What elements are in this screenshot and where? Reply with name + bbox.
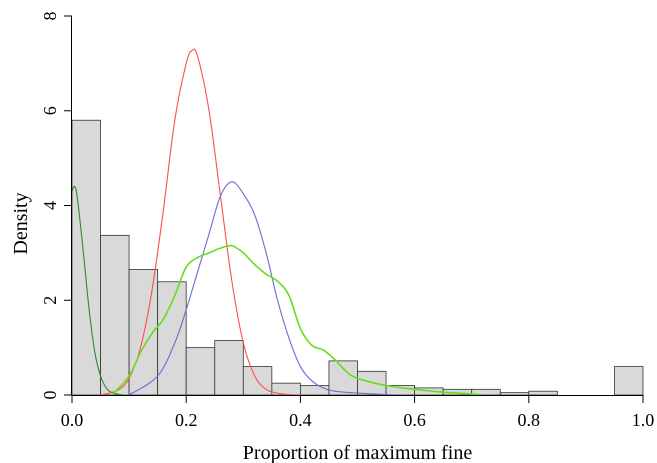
histogram-bar xyxy=(214,340,244,396)
density-curve-4 xyxy=(111,244,484,396)
histogram-bars xyxy=(71,119,644,396)
y-tick-label: 0 xyxy=(40,391,60,400)
x-tick-label: 0.6 xyxy=(403,410,426,430)
density-curve-2 xyxy=(100,48,301,396)
histogram-bar xyxy=(499,392,530,396)
density-curves xyxy=(71,48,484,396)
histogram-bar xyxy=(614,366,644,396)
density-curve-1 xyxy=(71,185,130,396)
histogram-bar xyxy=(71,119,101,396)
y-axis-ticks: 0 2 4 6 8 xyxy=(40,12,72,400)
histogram-bar xyxy=(185,347,216,396)
x-tick-label: 1.0 xyxy=(632,410,655,430)
y-tick-label: 6 xyxy=(40,106,60,115)
histogram-bar xyxy=(299,385,330,396)
y-tick-label: 8 xyxy=(40,12,60,21)
y-tick-label: 2 xyxy=(40,296,60,305)
axes: 0.0 0.2 0.4 0.6 0.8 1.0 0 2 4 6 8 Proportion of m… xyxy=(10,12,654,463)
x-tick-label: 0.0 xyxy=(61,410,84,430)
x-tick-label: 0.2 xyxy=(175,410,198,430)
x-axis-label: Proportion of maximum fine xyxy=(243,442,473,463)
x-tick-label: 0.4 xyxy=(289,410,312,430)
histogram-bar xyxy=(528,390,558,396)
histogram-bar xyxy=(328,360,358,396)
density-curve-3 xyxy=(128,181,404,396)
y-axis-label: Density xyxy=(10,192,32,254)
histogram-bar xyxy=(157,281,187,396)
x-tick-label: 0.8 xyxy=(518,410,541,430)
y-tick-label: 4 xyxy=(40,201,60,210)
x-axis-ticks: 0.0 0.2 0.4 0.6 0.8 1.0 xyxy=(61,395,655,430)
histogram-bar xyxy=(100,234,130,396)
